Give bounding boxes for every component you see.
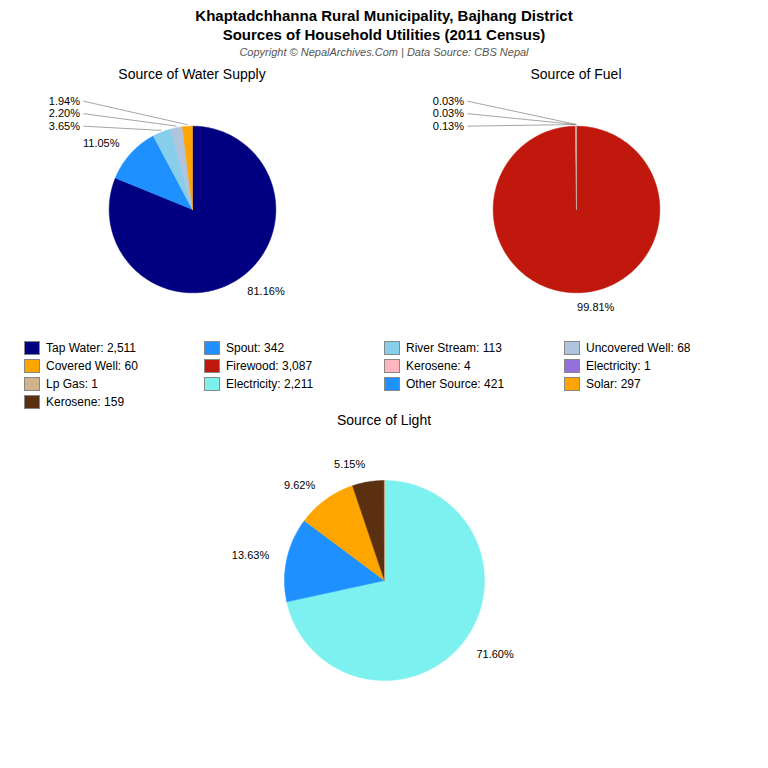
svg-text:13.63%: 13.63%	[232, 549, 270, 561]
html-text:Kerosene: 4: Kerosene: 4	[406, 358, 471, 373]
html-text:Uncovered Well: 68: Uncovered Well: 68	[586, 340, 691, 355]
svg-text:3.65%: 3.65%	[49, 120, 80, 132]
html-text:River Stream: 113: River Stream: 113	[406, 340, 502, 355]
html-text:Khaptadchhanna Rural Municipal: Khaptadchhanna Rural Municipality, Bajha…	[195, 7, 573, 24]
svg-text:0.03%: 0.03%	[433, 95, 464, 107]
html-text:Electricity: 1: Electricity: 1	[586, 358, 651, 373]
svg-text:0.03%: 0.03%	[433, 107, 464, 119]
html-text:Firewood: 3,087: Firewood: 3,087	[226, 358, 313, 373]
svg-text:2.20%: 2.20%	[49, 107, 80, 119]
html-text:Copyright © NepalArchives.Com: Copyright © NepalArchives.Com | Data Sou…	[239, 46, 529, 58]
svg-text:99.81%: 99.81%	[577, 301, 615, 313]
svg-text:5.15%: 5.15%	[334, 458, 365, 470]
html-text:Spout: 342: Spout: 342	[226, 340, 285, 355]
html-text:Tap Water: 2,511: Tap Water: 2,511	[46, 340, 136, 355]
html-text:Other Source: 421: Other Source: 421	[406, 376, 505, 391]
html-text:Covered Well: 60: Covered Well: 60	[46, 358, 138, 373]
html-text:Source of Light: Source of Light	[336, 412, 432, 428]
html-text:Kerosene: 159: Kerosene: 159	[46, 394, 125, 409]
svg-text:11.05%: 11.05%	[83, 137, 120, 149]
html-text:Source of Fuel: Source of Fuel	[530, 66, 622, 82]
html-text:Source of Water Supply: Source of Water Supply	[118, 66, 266, 82]
html-text:Sources of Household Utilities: Sources of Household Utilities (2011 Cen…	[222, 26, 546, 43]
svg-text:9.62%: 9.62%	[284, 478, 315, 490]
html-text:Solar: 297: Solar: 297	[586, 376, 641, 391]
svg-text:81.16%: 81.16%	[247, 285, 285, 297]
html-text:Electricity: 2,211: Electricity: 2,211	[226, 376, 314, 391]
svg-text:1.94%: 1.94%	[49, 95, 80, 107]
svg-text:71.60%: 71.60%	[476, 648, 514, 660]
html-text:Lp Gas: 1: Lp Gas: 1	[46, 376, 98, 391]
svg-text:0.13%: 0.13%	[433, 120, 464, 132]
